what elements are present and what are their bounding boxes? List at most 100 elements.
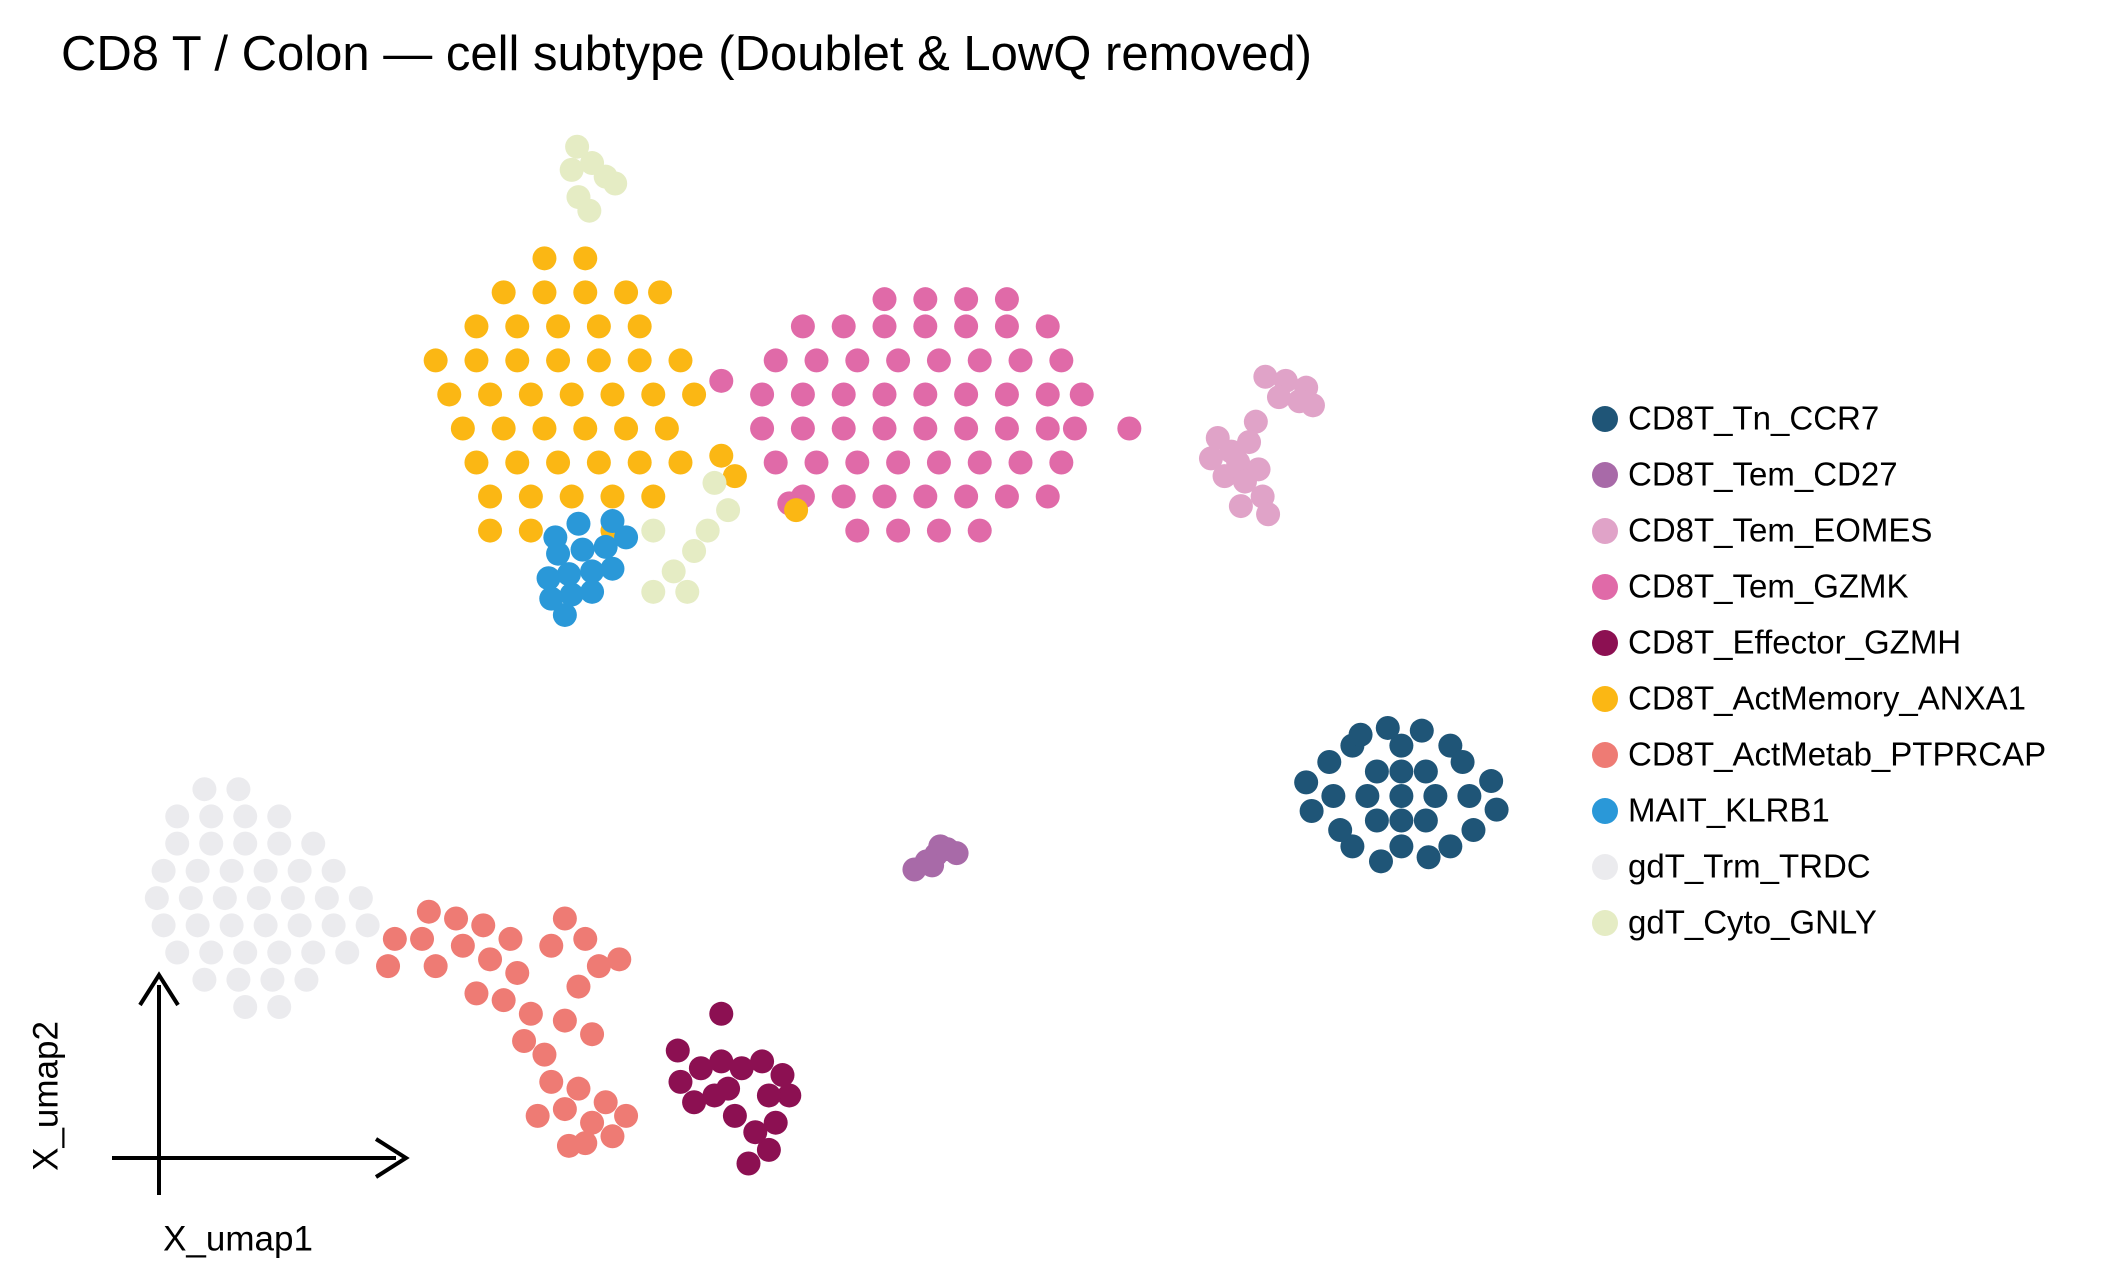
point	[552, 906, 577, 931]
point	[573, 926, 598, 951]
point	[600, 556, 625, 581]
point	[165, 804, 190, 829]
point	[580, 579, 605, 604]
point	[165, 940, 190, 965]
point	[586, 450, 611, 475]
point	[287, 858, 312, 883]
point	[1117, 416, 1142, 441]
point	[1484, 797, 1509, 822]
point	[682, 1090, 707, 1115]
point	[335, 940, 360, 965]
x-arrowhead	[374, 1137, 410, 1179]
point	[580, 1110, 605, 1135]
point	[566, 511, 591, 536]
axis-arrows	[112, 971, 410, 1195]
point	[661, 559, 686, 584]
point	[682, 538, 707, 563]
point	[804, 348, 829, 373]
point	[1328, 818, 1353, 843]
point	[478, 518, 503, 543]
point	[144, 886, 169, 911]
point	[423, 954, 448, 979]
point	[614, 1103, 639, 1128]
point	[1253, 364, 1278, 389]
point	[607, 947, 632, 972]
point	[233, 994, 258, 1019]
legend-label: gdT_Trm_TRDC	[1628, 848, 1871, 885]
point	[872, 484, 897, 509]
point	[444, 906, 469, 931]
legend-label: CD8T_ActMetab_PTPRCAP	[1628, 736, 2046, 773]
point	[1389, 733, 1414, 758]
point	[518, 518, 543, 543]
point	[614, 416, 639, 441]
point	[750, 416, 775, 441]
point	[518, 382, 543, 407]
point	[552, 602, 577, 627]
point	[1389, 808, 1414, 833]
point	[1237, 430, 1262, 455]
point	[267, 831, 292, 856]
point	[627, 314, 652, 339]
point	[1375, 715, 1400, 740]
point	[1035, 314, 1060, 339]
point	[532, 280, 557, 305]
point	[1416, 845, 1441, 870]
point	[556, 1133, 581, 1158]
point	[1479, 769, 1504, 794]
point	[600, 1124, 625, 1149]
point	[505, 450, 530, 475]
point	[178, 886, 203, 911]
point	[471, 913, 496, 938]
point	[536, 566, 561, 591]
point	[784, 498, 809, 523]
legend-marker	[1592, 910, 1618, 936]
point	[994, 287, 1019, 312]
legend-marker	[1592, 406, 1618, 432]
point	[665, 1038, 690, 1063]
point	[546, 450, 571, 475]
point	[546, 314, 571, 339]
point	[1438, 834, 1463, 859]
point	[151, 858, 176, 883]
point	[682, 382, 707, 407]
point	[464, 348, 489, 373]
point	[267, 804, 292, 829]
point	[614, 280, 639, 305]
point	[233, 831, 258, 856]
point	[505, 348, 530, 373]
legend-label: CD8T_Tem_CD27	[1628, 456, 1898, 493]
point	[287, 913, 312, 938]
point	[845, 450, 870, 475]
point	[627, 348, 652, 373]
point	[756, 1137, 781, 1162]
point	[763, 450, 788, 475]
point	[1389, 834, 1414, 859]
point	[376, 954, 401, 979]
point	[736, 1151, 761, 1176]
point	[668, 450, 693, 475]
point	[1069, 382, 1094, 407]
point	[518, 484, 543, 509]
point	[1062, 416, 1087, 441]
point	[886, 518, 911, 543]
point	[967, 518, 992, 543]
point	[151, 913, 176, 938]
point	[491, 416, 516, 441]
legend-marker	[1592, 574, 1618, 600]
point	[253, 913, 278, 938]
point	[994, 416, 1019, 441]
x-axis-label: X_umap1	[163, 1219, 313, 1258]
legend-label: CD8T_Tem_EOMES	[1628, 512, 1932, 549]
point	[593, 534, 618, 559]
point	[994, 382, 1019, 407]
point	[926, 450, 951, 475]
legend-label: CD8T_Tn_CCR7	[1628, 400, 1879, 437]
point	[600, 484, 625, 509]
point	[348, 886, 373, 911]
legend: CD8T_Tn_CCR7 CD8T_Tem_CD27 CD8T_Tem_EOMES C…	[1592, 400, 2046, 941]
point	[570, 537, 595, 562]
point	[641, 579, 666, 604]
points	[144, 134, 1509, 1176]
